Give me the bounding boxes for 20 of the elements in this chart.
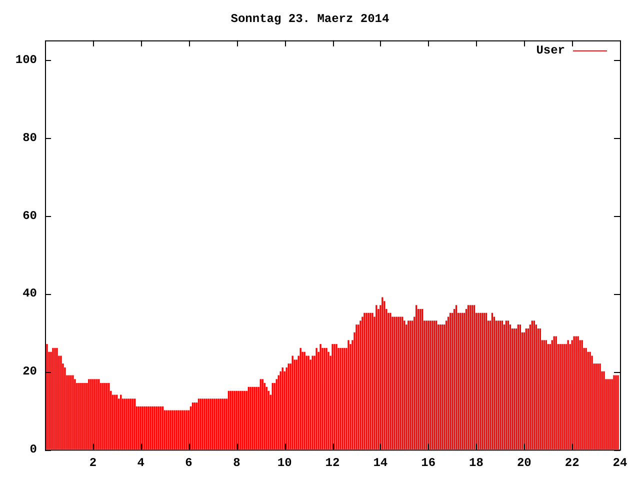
y-tick-label: 40 (22, 286, 37, 301)
x-tick-label: 18 (469, 456, 484, 470)
y-tick-label: 80 (22, 130, 37, 145)
x-tick-label: 14 (373, 456, 388, 470)
y-tick-label: 0 (30, 442, 37, 457)
x-tick-label: 4 (137, 456, 144, 470)
x-tick-label: 10 (277, 456, 292, 470)
text: User (536, 43, 565, 58)
y-tick-label: 60 (22, 208, 37, 223)
x-tick-label: 16 (421, 456, 436, 470)
chart-title: Sonntag 23. Maerz 2014 (230, 12, 390, 26)
x-tick-label: 6 (185, 456, 192, 470)
x-tick-label: 24 (612, 456, 628, 470)
x-tick-label: 12 (325, 456, 340, 470)
x-tick-label: 20 (516, 456, 532, 470)
x-tick-label: 22 (564, 456, 580, 470)
y-tick-label: 100 (15, 52, 37, 67)
y-tick-label: 20 (22, 364, 37, 379)
x-tick-label: 8 (233, 456, 240, 470)
x-tick-label: 2 (89, 456, 97, 470)
